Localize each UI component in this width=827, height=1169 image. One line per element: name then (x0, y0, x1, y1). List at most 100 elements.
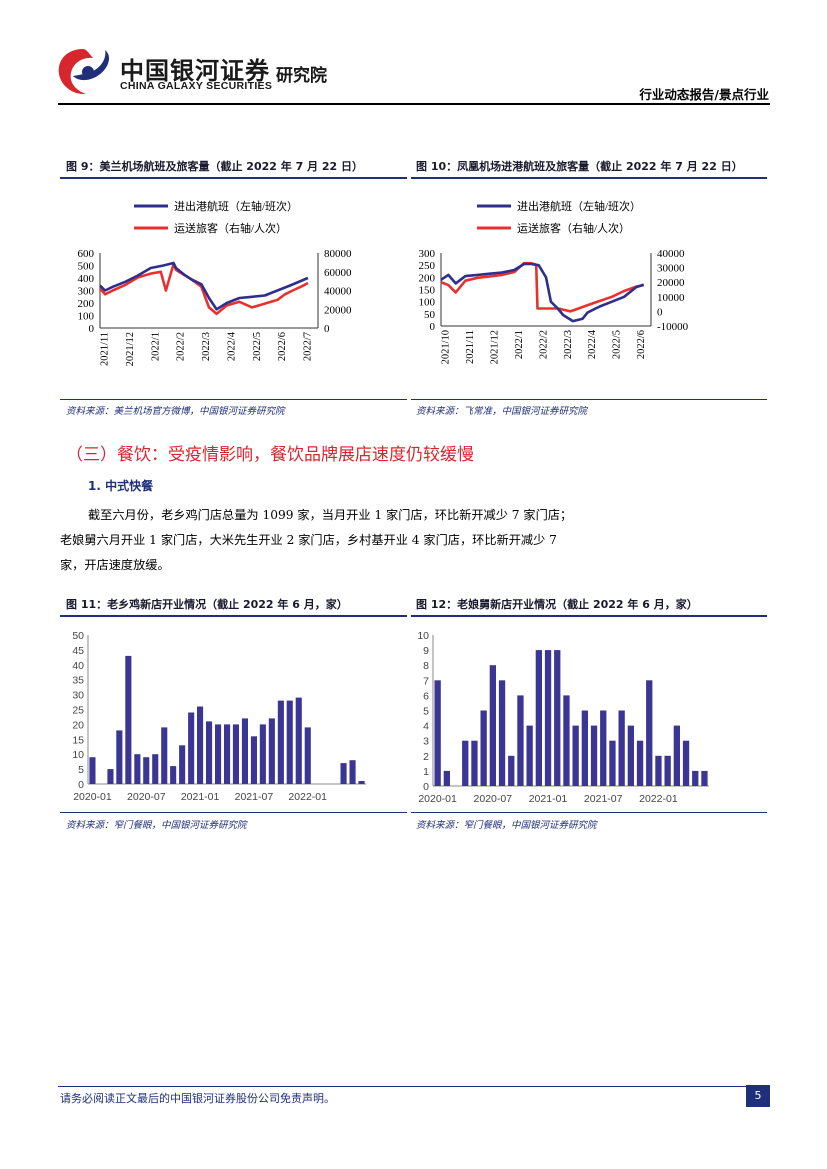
x-tick-label: 2022/4 (226, 331, 237, 361)
y-right-tick-label: 80000 (324, 248, 352, 260)
bar (304, 727, 311, 784)
x-tick-label: 2021-07 (235, 791, 274, 803)
bar (250, 736, 257, 784)
galaxy-logo-icon (58, 49, 110, 95)
bar (170, 766, 177, 784)
page-number: 5 (746, 1085, 770, 1107)
paragraph-line: 截至六月份，老乡鸡门店总量为 1099 家，当月开业 1 家门店，环比新开减少 … (88, 508, 573, 522)
figure-title: 图 11：老乡鸡新店开业情况（截止 2022 年 6 月，家） (66, 598, 348, 611)
bar (143, 757, 150, 784)
section-heading: （三）餐饮：受疫情影响，餐饮品牌展店速度仍较缓慢 (66, 445, 474, 465)
bar (682, 740, 690, 786)
bar (526, 725, 533, 786)
legend-label: 运送旅客（右轴/人次） (517, 221, 630, 235)
bar (286, 700, 293, 784)
y-left-tick-label: 200 (78, 298, 95, 310)
y-left-tick-label: 50 (424, 309, 436, 321)
y-tick-label: 1 (423, 766, 429, 778)
x-tick-label: 2022/3 (563, 330, 574, 359)
figure-title: 图 10：凤凰机场进港航班及旅客量（截止 2022 年 7 月 22 日） (416, 160, 743, 173)
y-right-tick-label: 10000 (657, 292, 685, 304)
bar (655, 755, 662, 786)
bar (462, 740, 469, 786)
figure-title-rule (411, 177, 767, 179)
y-tick-label: 50 (72, 630, 84, 642)
bar (206, 721, 213, 784)
x-tick-label: 2022/5 (252, 332, 263, 361)
y-right-tick-label: 20000 (657, 277, 685, 289)
figure-source-rule (411, 399, 767, 400)
y-tick-label: 3 (423, 736, 429, 748)
bar (627, 725, 634, 786)
y-left-tick-label: 300 (78, 286, 95, 298)
bar (517, 695, 524, 786)
figure-source-rule (60, 812, 407, 813)
x-tick-label: 2021/12 (490, 330, 501, 364)
bar (443, 770, 450, 786)
line-chart-fig10: 进出港航班（左轴/班次） 运送旅客（右轴/人次） 30025020015010050… (419, 199, 689, 364)
header-rule (58, 103, 770, 105)
bar (161, 727, 168, 784)
bar (480, 710, 487, 786)
y-tick-label: 25 (72, 705, 84, 717)
x-tick-label: 2020-01 (73, 791, 112, 803)
bar (618, 710, 625, 786)
bar (358, 781, 365, 784)
bar (563, 695, 570, 786)
y-tick-label: 35 (72, 675, 84, 687)
y-left-tick-label: 600 (78, 248, 95, 260)
bar (498, 680, 506, 786)
y-right-tick-label: 40000 (324, 286, 352, 298)
y-tick-label: 10 (72, 749, 84, 761)
bar (179, 745, 186, 784)
y-tick-label: 40 (72, 660, 84, 672)
y-left-tick-label: 250 (419, 260, 436, 272)
bar (232, 724, 239, 784)
series-line-flights (99, 261, 309, 311)
y-left-tick-label: 150 (419, 285, 436, 297)
bar (664, 755, 671, 786)
y-tick-label: 5 (423, 706, 429, 718)
legend-label: 进出港航班（左轴/班次） (517, 199, 641, 213)
y-left-tick-label: 500 (78, 261, 95, 273)
logo-institute: 研究院 (276, 66, 327, 86)
x-tick-label: 2021-01 (181, 791, 220, 803)
figure-source: 资料来源：窄门餐眼，中国银河证券研究院 (416, 820, 597, 831)
x-tick-label: 2022/2 (538, 330, 549, 359)
y-tick-label: 2 (423, 751, 429, 763)
bar (609, 740, 616, 786)
bar (134, 754, 141, 784)
figure-source: 资料来源：美兰机场官方微博，中国银河证券研究院 (66, 406, 285, 417)
x-tick-label: 2022/4 (587, 329, 598, 359)
bar (188, 712, 195, 784)
report-type: 行业动态报告/景点行业 (639, 87, 769, 102)
figure-source-rule (411, 812, 767, 813)
figure-source: 资料来源：窄门餐眼，中国银河证券研究院 (66, 820, 247, 831)
bar (215, 724, 222, 784)
figure-title: 图 9：美兰机场航班及旅客量（截止 2022 年 7 月 22 日） (66, 160, 364, 173)
x-tick-label: 2022/3 (201, 332, 212, 361)
y-left-tick-label: 0 (430, 321, 436, 333)
line-chart-fig9: 进出港航班（左轴/班次） 运送旅客（右轴/人次） 60050040030020010… (78, 199, 353, 366)
bar (471, 740, 478, 786)
sub-heading: 1. 中式快餐 (88, 479, 154, 493)
x-tick-label: 2021/11 (100, 332, 111, 366)
figure-title: 图 12：老娘舅新店开业情况（截止 2022 年 6 月，家） (416, 598, 698, 611)
logo-chinese-name: 中国银河证券 (120, 57, 270, 85)
x-tick-label: 2022/2 (176, 332, 187, 361)
bar (197, 706, 204, 784)
y-right-tick-label: 20000 (324, 304, 352, 316)
bar (590, 725, 598, 786)
figure-title-rule (60, 615, 407, 617)
bar (277, 700, 284, 784)
bar (340, 763, 347, 784)
y-tick-label: 10 (417, 630, 429, 642)
x-tick-label: 2022/1 (514, 330, 525, 359)
bar (224, 724, 231, 784)
x-tick-label: 2022-01 (288, 791, 327, 803)
x-tick-label: 2022-01 (639, 793, 678, 805)
y-right-tick-label: -10000 (657, 321, 689, 333)
y-tick-label: 6 (423, 690, 429, 702)
